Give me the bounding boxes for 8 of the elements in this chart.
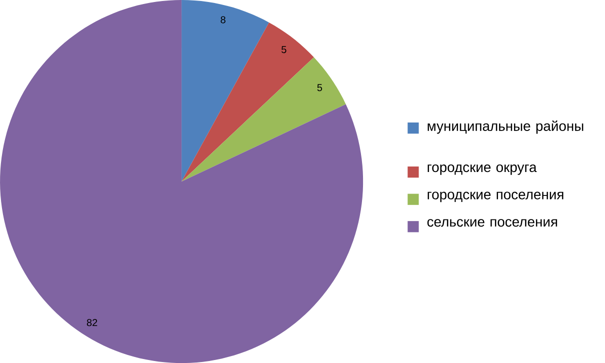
legend-label: городские поселения xyxy=(428,192,564,202)
legend-label: сельские поселения xyxy=(427,219,558,227)
data-label: 5 xyxy=(282,46,286,54)
data-label: 8 xyxy=(220,16,226,24)
data-label: 5 xyxy=(317,84,322,92)
data-label: 82 xyxy=(86,318,98,326)
legend-label: городские округа xyxy=(428,164,537,175)
legend-label: муниципальные районы xyxy=(428,120,584,134)
